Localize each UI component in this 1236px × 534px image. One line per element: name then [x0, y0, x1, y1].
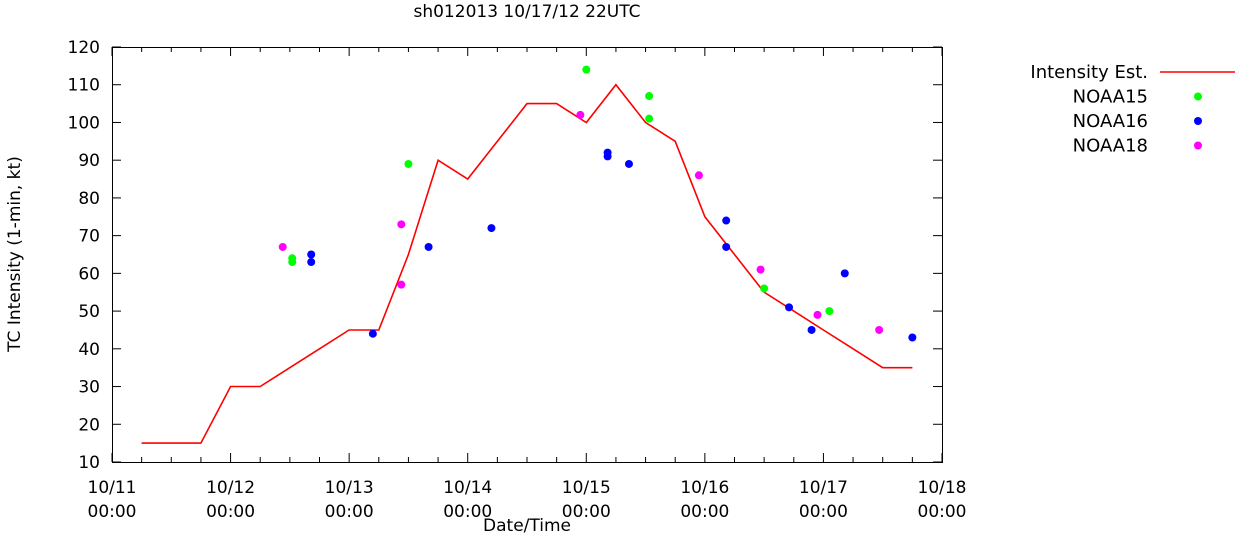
y-tick-label: 120 [68, 38, 100, 58]
y-tick-label: 20 [78, 415, 100, 435]
noaa18-point [576, 110, 585, 119]
x-tick-label-date: 10/11 [88, 478, 137, 498]
y-tick-label: 40 [78, 340, 100, 360]
x-tick-label-time: 00:00 [562, 502, 611, 522]
noaa16-point [807, 325, 816, 334]
y-tick-label: 30 [78, 378, 100, 398]
noaa18-point [397, 280, 406, 289]
noaa16-point [624, 159, 633, 168]
noaa15-point [582, 65, 591, 74]
noaa16-point [603, 152, 612, 161]
legend-swatch-dot [1194, 141, 1202, 150]
legend-label-noaa18: NOAA18 [1073, 136, 1148, 157]
legend-label-noaa16: NOAA16 [1073, 111, 1148, 132]
y-tick-label: 60 [78, 264, 100, 284]
noaa15-point [288, 258, 297, 267]
x-tick-label-date: 10/15 [562, 478, 611, 498]
noaa16-point [722, 242, 731, 251]
x-tick-label-date: 10/13 [325, 478, 374, 498]
noaa18-point [397, 220, 406, 229]
noaa18-point [813, 310, 822, 319]
x-tick-label-time: 00:00 [325, 502, 374, 522]
y-tick-label: 10 [78, 453, 100, 473]
noaa18-point [278, 242, 287, 251]
noaa15-point [645, 114, 654, 123]
noaa15-point [404, 159, 413, 168]
noaa18-point [756, 265, 765, 274]
noaa15-point [760, 284, 769, 293]
legend: Intensity Est. NOAA15 NOAA16 NOAA18 [1030, 62, 1235, 157]
noaa18-point [875, 325, 884, 334]
legend-label-intensity-est-: Intensity Est. [1030, 62, 1148, 83]
x-tick-label-date: 10/14 [443, 478, 492, 498]
noaa16-point [722, 216, 731, 225]
y-tick-label: 90 [78, 151, 100, 171]
noaa16-point [368, 329, 377, 338]
noaa15-point [825, 307, 834, 316]
x-tick-label-time: 00:00 [206, 502, 255, 522]
x-axis-label: Date/Time [483, 516, 571, 534]
y-tick-label: 70 [78, 227, 100, 247]
x-tick-label-date: 10/12 [206, 478, 255, 498]
intensity-estimate-line [141, 83, 913, 444]
chart-title: sh012013 10/17/12 22UTC [413, 2, 640, 22]
noaa16-point [908, 333, 917, 342]
y-tick-label: 110 [68, 76, 100, 96]
noaa18-point [694, 171, 703, 180]
legend-label-noaa15: NOAA15 [1073, 87, 1148, 108]
plot-frame [112, 47, 943, 463]
noaa16-point [307, 250, 316, 259]
noaa16-point [307, 258, 316, 267]
noaa16-point [487, 224, 496, 233]
noaa16-point [840, 269, 849, 278]
x-tick-label-time: 00:00 [680, 502, 729, 522]
legend-swatch-dot [1194, 92, 1202, 101]
noaa15-point [645, 92, 654, 101]
legend-swatch-dot [1194, 117, 1202, 125]
y-tick-label: 80 [78, 189, 100, 209]
y-axis: 10 20 30 40 50 60 70 80 90 100 110 120 [68, 38, 942, 473]
x-tick-label-date: 10/18 [918, 478, 967, 498]
noaa16-point [785, 303, 794, 312]
x-tick-label-time: 00:00 [918, 502, 967, 522]
y-tick-label: 50 [78, 302, 100, 322]
y-tick-label: 100 [68, 113, 100, 133]
noaa16-point [424, 242, 433, 251]
x-tick-label-date: 10/16 [680, 478, 729, 498]
x-tick-label-date: 10/17 [799, 478, 848, 498]
y-axis-label: TC Intensity (1-min, kt) [5, 156, 25, 353]
x-axis: 10/11 00:00 10/12 00:00 10/13 00:00 10/14 00:00… [88, 47, 967, 522]
x-tick-label-time: 00:00 [799, 502, 848, 522]
x-tick-label-time: 00:00 [443, 502, 492, 522]
x-tick-label-time: 00:00 [88, 502, 137, 522]
series-layer [141, 65, 917, 444]
